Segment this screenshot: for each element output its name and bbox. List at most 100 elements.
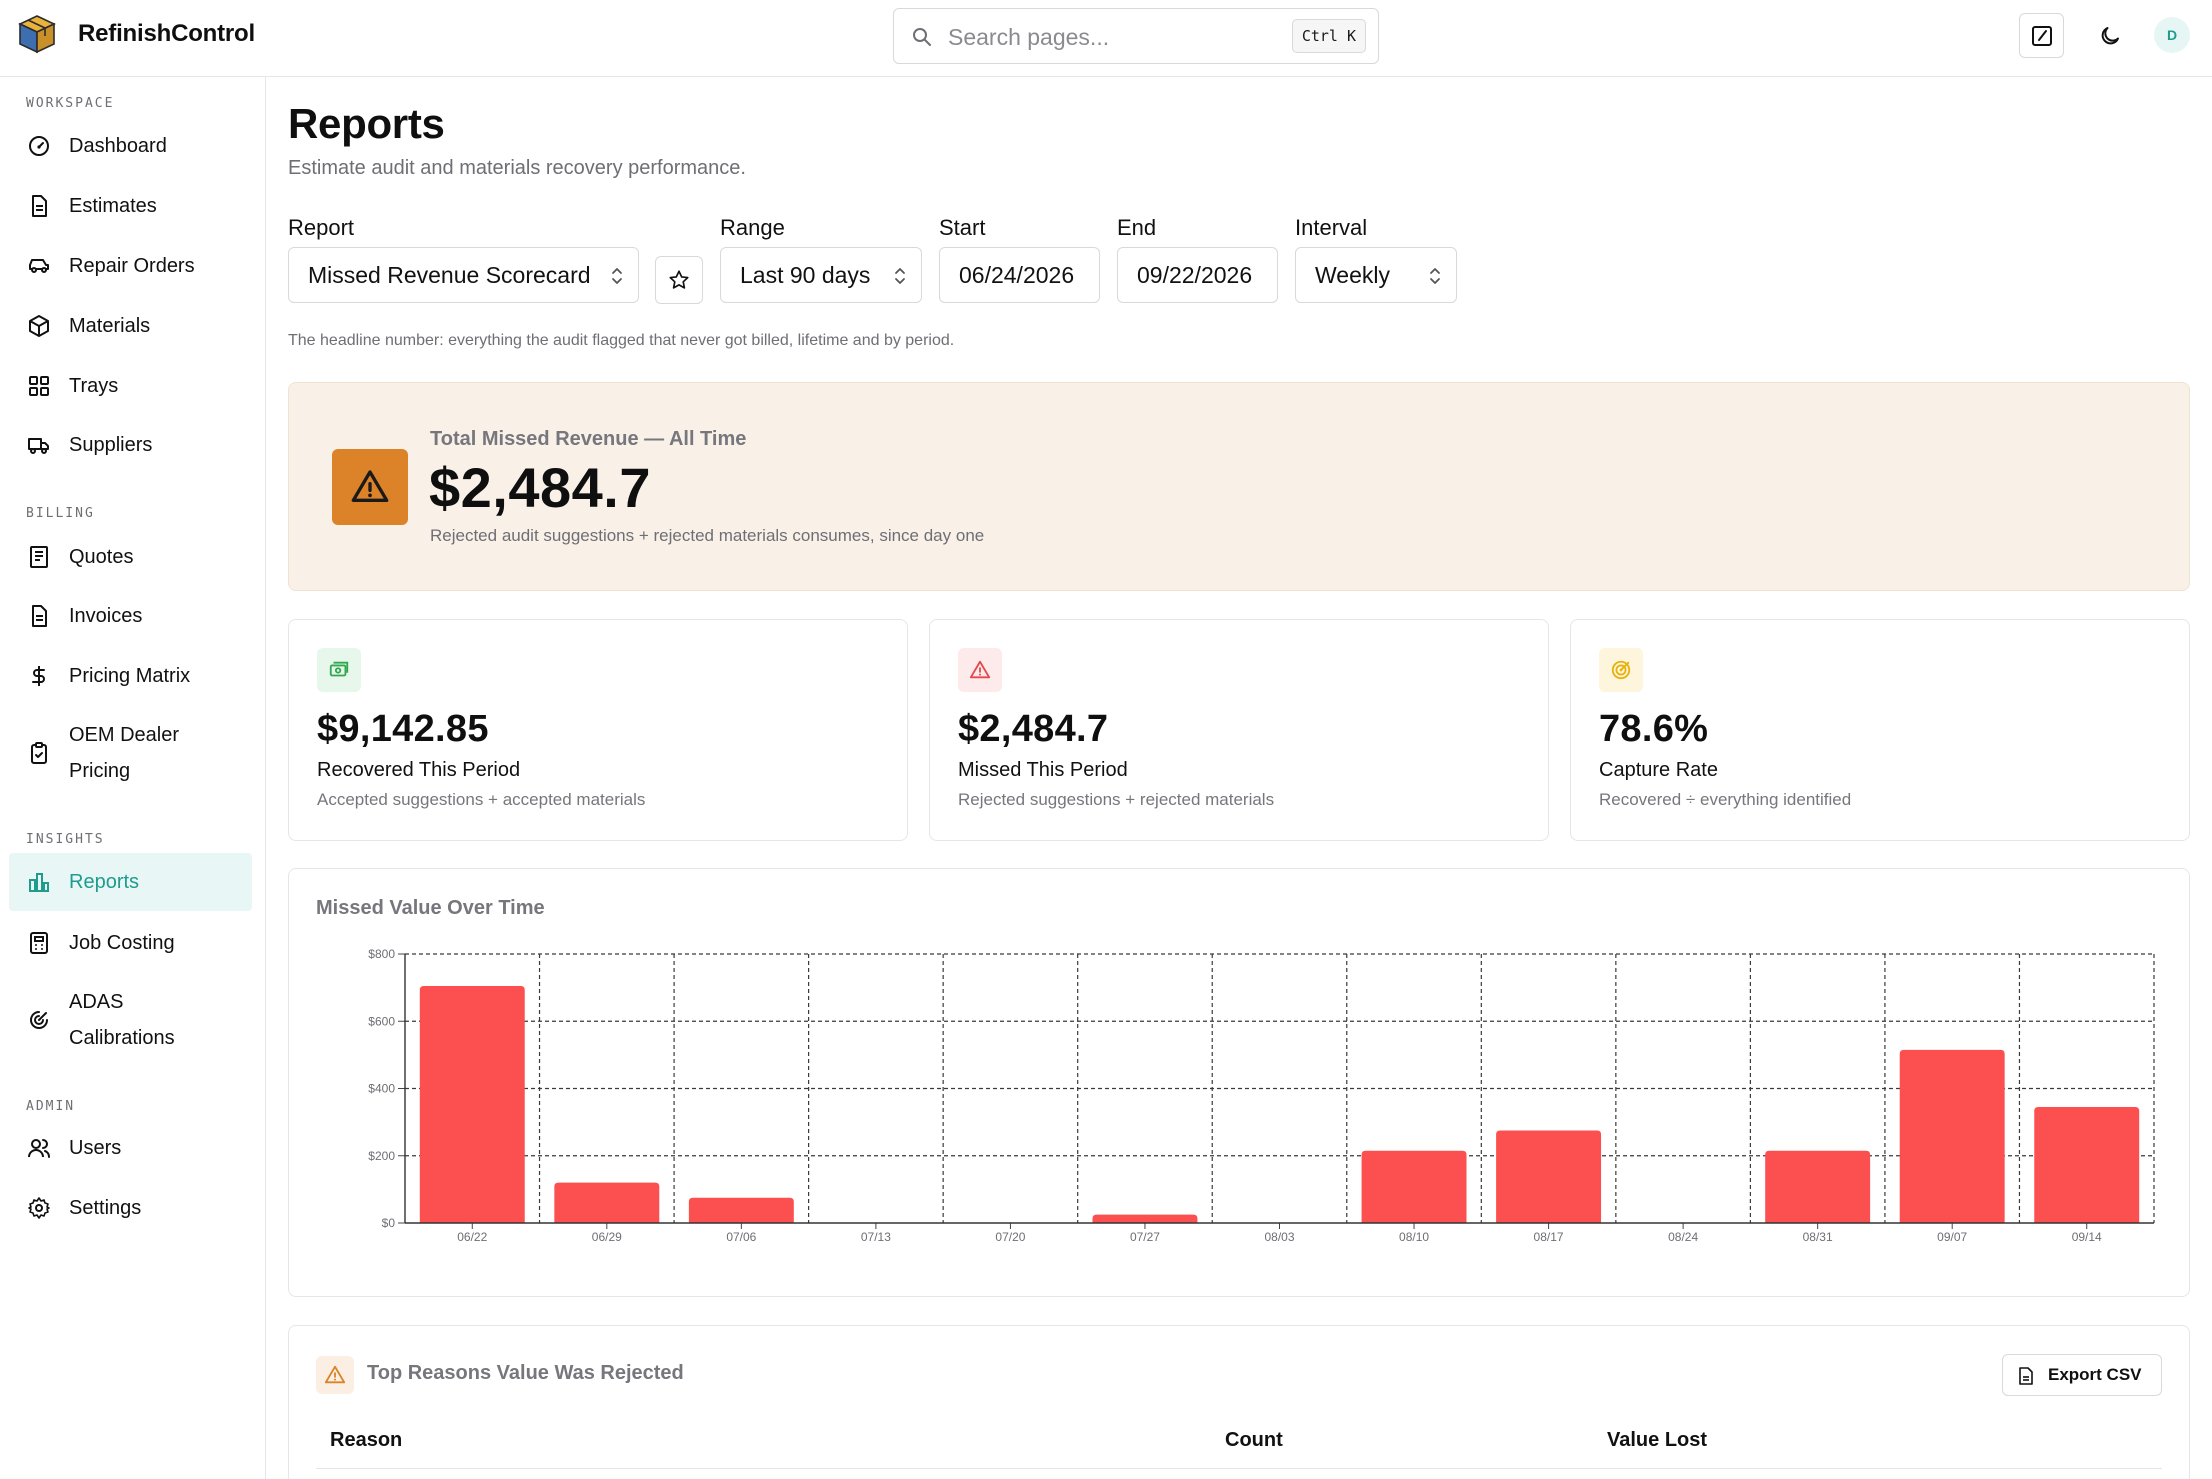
hero-icon-tile [332, 449, 408, 525]
sidebar-item-label: Estimates [69, 195, 157, 217]
kpi-label: Missed This Period [958, 759, 1128, 781]
brand[interactable]: RefinishControl [18, 14, 255, 54]
favorite-report-button[interactable] [655, 256, 703, 304]
sidebar: WORKSPACE Dashboard Estimates Repair Ord… [0, 77, 266, 1479]
sidebar-item-pricing-matrix[interactable]: Pricing Matrix [9, 647, 252, 705]
target-icon [1611, 660, 1631, 680]
chevrons-up-down-icon [895, 268, 905, 284]
sidebar-item-label: Settings [69, 1197, 142, 1219]
avatar[interactable]: D [2154, 17, 2190, 53]
document-icon [32, 195, 47, 217]
column-header-count[interactable]: Count [1225, 1429, 1283, 1451]
column-header-value-lost[interactable]: Value Lost [1607, 1429, 1708, 1451]
sidebar-item-label: Job Costing [69, 932, 175, 954]
sidebar-item-label: Pricing Matrix [69, 665, 191, 687]
bar-07-27 [1092, 1214, 1198, 1223]
sidebar-item-label: Trays [69, 375, 119, 397]
report-select[interactable]: Missed Revenue Scorecard [288, 247, 639, 303]
grid-icon [29, 376, 49, 396]
x-tick-label: 09/14 [2072, 1230, 2102, 1244]
sidebar-item-label: Suppliers [69, 434, 153, 456]
sidebar-item-adas-calibrations[interactable]: ADAS Calibrations [9, 977, 252, 1063]
kpi-value: $2,484.7 [958, 708, 1109, 750]
y-tick-label: $0 [382, 1216, 396, 1230]
kpi-card-missed: $2,484.7 Missed This Period Rejected sug… [929, 619, 1549, 841]
sidebar-item-label: OEM Dealer Pricing [69, 724, 180, 782]
warning-icon [324, 1365, 346, 1384]
x-tick-label: 07/13 [861, 1230, 891, 1244]
x-tick-label: 08/31 [1803, 1230, 1833, 1244]
interval-select[interactable]: Weekly [1295, 247, 1457, 303]
end-date-input[interactable]: 09/22/2026 [1117, 247, 1278, 303]
sidebar-item-label: Repair Orders [69, 255, 195, 277]
x-tick-label: 08/10 [1399, 1230, 1429, 1244]
edit-toggle-button[interactable] [2019, 13, 2064, 58]
start-date-input[interactable]: 06/24/2026 [939, 247, 1100, 303]
sidebar-item-label: ADAS Calibrations [69, 991, 175, 1049]
sidebar-item-oem-dealer-pricing[interactable]: OEM Dealer Pricing [9, 710, 252, 796]
search-box[interactable]: Search pages... Ctrl K [893, 8, 1379, 64]
range-select-value: Last 90 days [740, 261, 871, 288]
interval-select-value: Weekly [1315, 261, 1390, 288]
hero-label: Total Missed Revenue — All Time [430, 428, 747, 450]
x-tick-label: 07/27 [1130, 1230, 1160, 1244]
end-date-value: 09/22/2026 [1137, 261, 1253, 288]
chevrons-up-down-icon [1430, 268, 1440, 284]
sidebar-item-trays[interactable]: Trays [9, 357, 252, 415]
cash-icon [329, 661, 349, 677]
report-select-value: Missed Revenue Scorecard [308, 261, 590, 288]
section-label-workspace: WORKSPACE [26, 96, 115, 111]
sidebar-item-estimates[interactable]: Estimates [9, 177, 252, 235]
bar-09-14 [2034, 1106, 2140, 1223]
sidebar-item-repair-orders[interactable]: Repair Orders [9, 237, 252, 295]
report-label: Report [288, 215, 355, 240]
sidebar-item-invoices[interactable]: Invoices [9, 587, 252, 645]
chart-title: Missed Value Over Time [316, 897, 545, 919]
page-subtitle: Estimate audit and materials recovery pe… [288, 157, 746, 179]
sidebar-item-job-costing[interactable]: Job Costing [9, 914, 252, 972]
calculator-icon [30, 932, 48, 954]
y-tick-label: $400 [368, 1082, 395, 1096]
sidebar-item-settings[interactable]: Settings [9, 1179, 252, 1237]
app-name: RefinishControl [78, 20, 255, 47]
export-csv-button[interactable]: Export CSV [2002, 1354, 2162, 1396]
kpi-card-recovered: $9,142.85 Recovered This Period Accepted… [288, 619, 908, 841]
interval-label: Interval [1295, 215, 1368, 240]
sidebar-item-users[interactable]: Users [9, 1119, 252, 1177]
sidebar-item-quotes[interactable]: Quotes [9, 528, 252, 586]
sidebar-item-label: Quotes [69, 546, 134, 568]
start-label: Start [939, 215, 986, 240]
end-label: End [1117, 215, 1157, 240]
dollar-icon [32, 666, 45, 686]
sidebar-item-reports[interactable]: Reports [9, 853, 252, 911]
sidebar-item-label: Invoices [69, 605, 143, 627]
x-tick-label: 08/17 [1534, 1230, 1564, 1244]
gear-icon [28, 1197, 50, 1219]
sidebar-item-label: Reports [69, 871, 140, 893]
kpi-value: 78.6% [1599, 708, 1709, 750]
kpi-description: Accepted suggestions + accepted material… [317, 790, 646, 809]
theme-toggle-button[interactable] [2087, 13, 2132, 58]
sidebar-item-materials[interactable]: Materials [9, 297, 252, 355]
sidebar-item-label: Dashboard [69, 135, 167, 157]
clipboard-check-icon [31, 742, 47, 764]
sidebar-item-suppliers[interactable]: Suppliers [9, 416, 252, 474]
search-input[interactable]: Search pages... [948, 24, 1110, 50]
star-icon [669, 270, 689, 289]
hero-value: $2,484.7 [429, 456, 651, 519]
file-icon [2019, 1367, 2033, 1385]
range-select[interactable]: Last 90 days [720, 247, 922, 303]
page-title: Reports [288, 100, 445, 147]
y-tick-label: $200 [368, 1149, 395, 1163]
export-csv-label: Export CSV [2048, 1365, 2142, 1384]
kpi-card-capture-rate: 78.6% Capture Rate Recovered ÷ everythin… [1570, 619, 2190, 841]
x-tick-label: 08/24 [1668, 1230, 1698, 1244]
box-logo-icon [18, 15, 56, 54]
column-header-reason[interactable]: Reason [330, 1429, 403, 1451]
kpi-value: $9,142.85 [317, 708, 489, 750]
kpi-description: Rejected suggestions + rejected material… [958, 790, 1275, 809]
shortcut-badge: Ctrl K [1291, 19, 1366, 53]
section-label-billing: BILLING [26, 506, 95, 521]
sidebar-item-dashboard[interactable]: Dashboard [9, 117, 252, 175]
x-tick-label: 08/03 [1264, 1230, 1294, 1244]
